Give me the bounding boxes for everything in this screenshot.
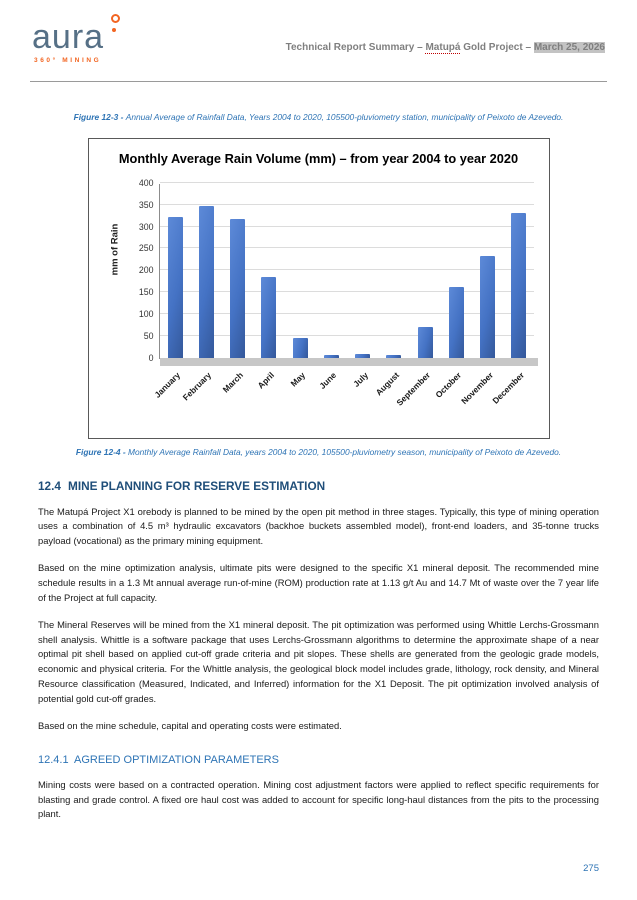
paragraph-4: Based on the mine schedule, capital and … [38,719,342,731]
bar-february [198,205,214,358]
chart-floor [159,357,538,366]
page-header: aura 360° MINING Technical Report Summar… [30,0,607,82]
header-title-matupa: Matupá [425,42,461,54]
chart-area: mm of Rain 0 50 100 150 200 250 300 350 400 Janua… [101,178,538,432]
y-tick-label: 400 [138,177,154,188]
header-title-text-2: Gold Project – [460,42,534,53]
bar-november [480,256,496,358]
y-tick-label: 0 [148,352,154,363]
page-content: 12.4 MINE PLANNING FOR RESERVE ESTIMATION… [38,479,599,823]
gridline [159,247,534,249]
gridline [159,291,534,293]
gridline [159,334,534,336]
figure-12-4-label: Figure 12-4 - [75,446,128,457]
subsection-title: AGREED OPTIMIZATION PARAMETERS [74,753,279,766]
gridline [159,269,534,271]
bar-october [448,287,464,358]
bar-december [511,212,527,358]
gridline [159,203,534,205]
aura-logo: aura 360° MINING [32,14,121,64]
x-tick-label: January [152,369,183,400]
figure-12-4-text: Monthly Average Rainfall Data, years 200… [128,446,562,457]
rainfall-chart: Monthly Average Rain Volume (mm) – from … [87,137,550,439]
y-tick-label: 50 [143,330,154,341]
paragraph-3: The Mineral Reserves will be mined from … [38,618,599,704]
header-title-date: March 25, 2026 [533,42,605,53]
figure-12-4-caption: Figure 12-4 - Monthly Average Rainfall D… [40,447,597,459]
gridline [159,313,534,315]
gridline [159,181,534,183]
subsection-heading: 12.4.1 AGREED OPTIMIZATION PARAMETERS [38,754,599,766]
subsection-number: 12.4.1 [38,753,69,766]
paragraph-5: Mining costs were based on a contracted … [38,778,599,820]
bar-april [261,277,277,358]
bar-august [386,355,402,358]
bar-january [167,216,183,358]
y-tick-label: 250 [138,243,154,254]
figure-12-3-caption: Figure 12-3 - Annual Average of Rainfall… [40,112,597,124]
y-tick-label: 150 [138,287,154,298]
figure-12-3-label: Figure 12-3 - [73,112,126,122]
section-title: MINE PLANNING FOR RESERVE ESTIMATION [68,478,326,493]
header-title-text: Technical Report Summary – [285,42,426,53]
y-tick-label: 300 [138,221,154,232]
paragraph-1: The Matupá Project X1 orebody is planned… [38,505,599,547]
logo-ring-icon [111,14,121,23]
bar-march [230,218,246,358]
y-tick-label: 100 [138,309,154,320]
chart-plot: 0 50 100 150 200 250 300 350 400 January February M… [139,178,538,407]
bar-june [323,355,339,358]
bar-july [355,354,371,358]
bar-september [417,327,433,358]
logo-dot-icon [112,28,117,32]
page-number: 275 [583,863,599,874]
figure-12-3-text: Annual Average of Rainfall Data, Years 2… [125,112,564,122]
gridline [159,225,534,227]
y-axis-title: mm of Rain [108,223,120,276]
y-tick-label: 200 [138,265,154,276]
header-title: Technical Report Summary – Matupá Gold P… [285,42,605,54]
section-heading: 12.4 MINE PLANNING FOR RESERVE ESTIMATION [38,479,599,493]
paragraph-2: Based on the mine optimization analysis,… [38,562,599,603]
chart-title: Monthly Average Rain Volume (mm) – from … [118,150,519,166]
bar-may [292,338,308,358]
y-tick-label: 350 [138,199,154,210]
section-number: 12.4 [38,478,61,493]
logo-text: aura [32,18,105,56]
logo-subtitle: 360° MINING [34,57,102,64]
